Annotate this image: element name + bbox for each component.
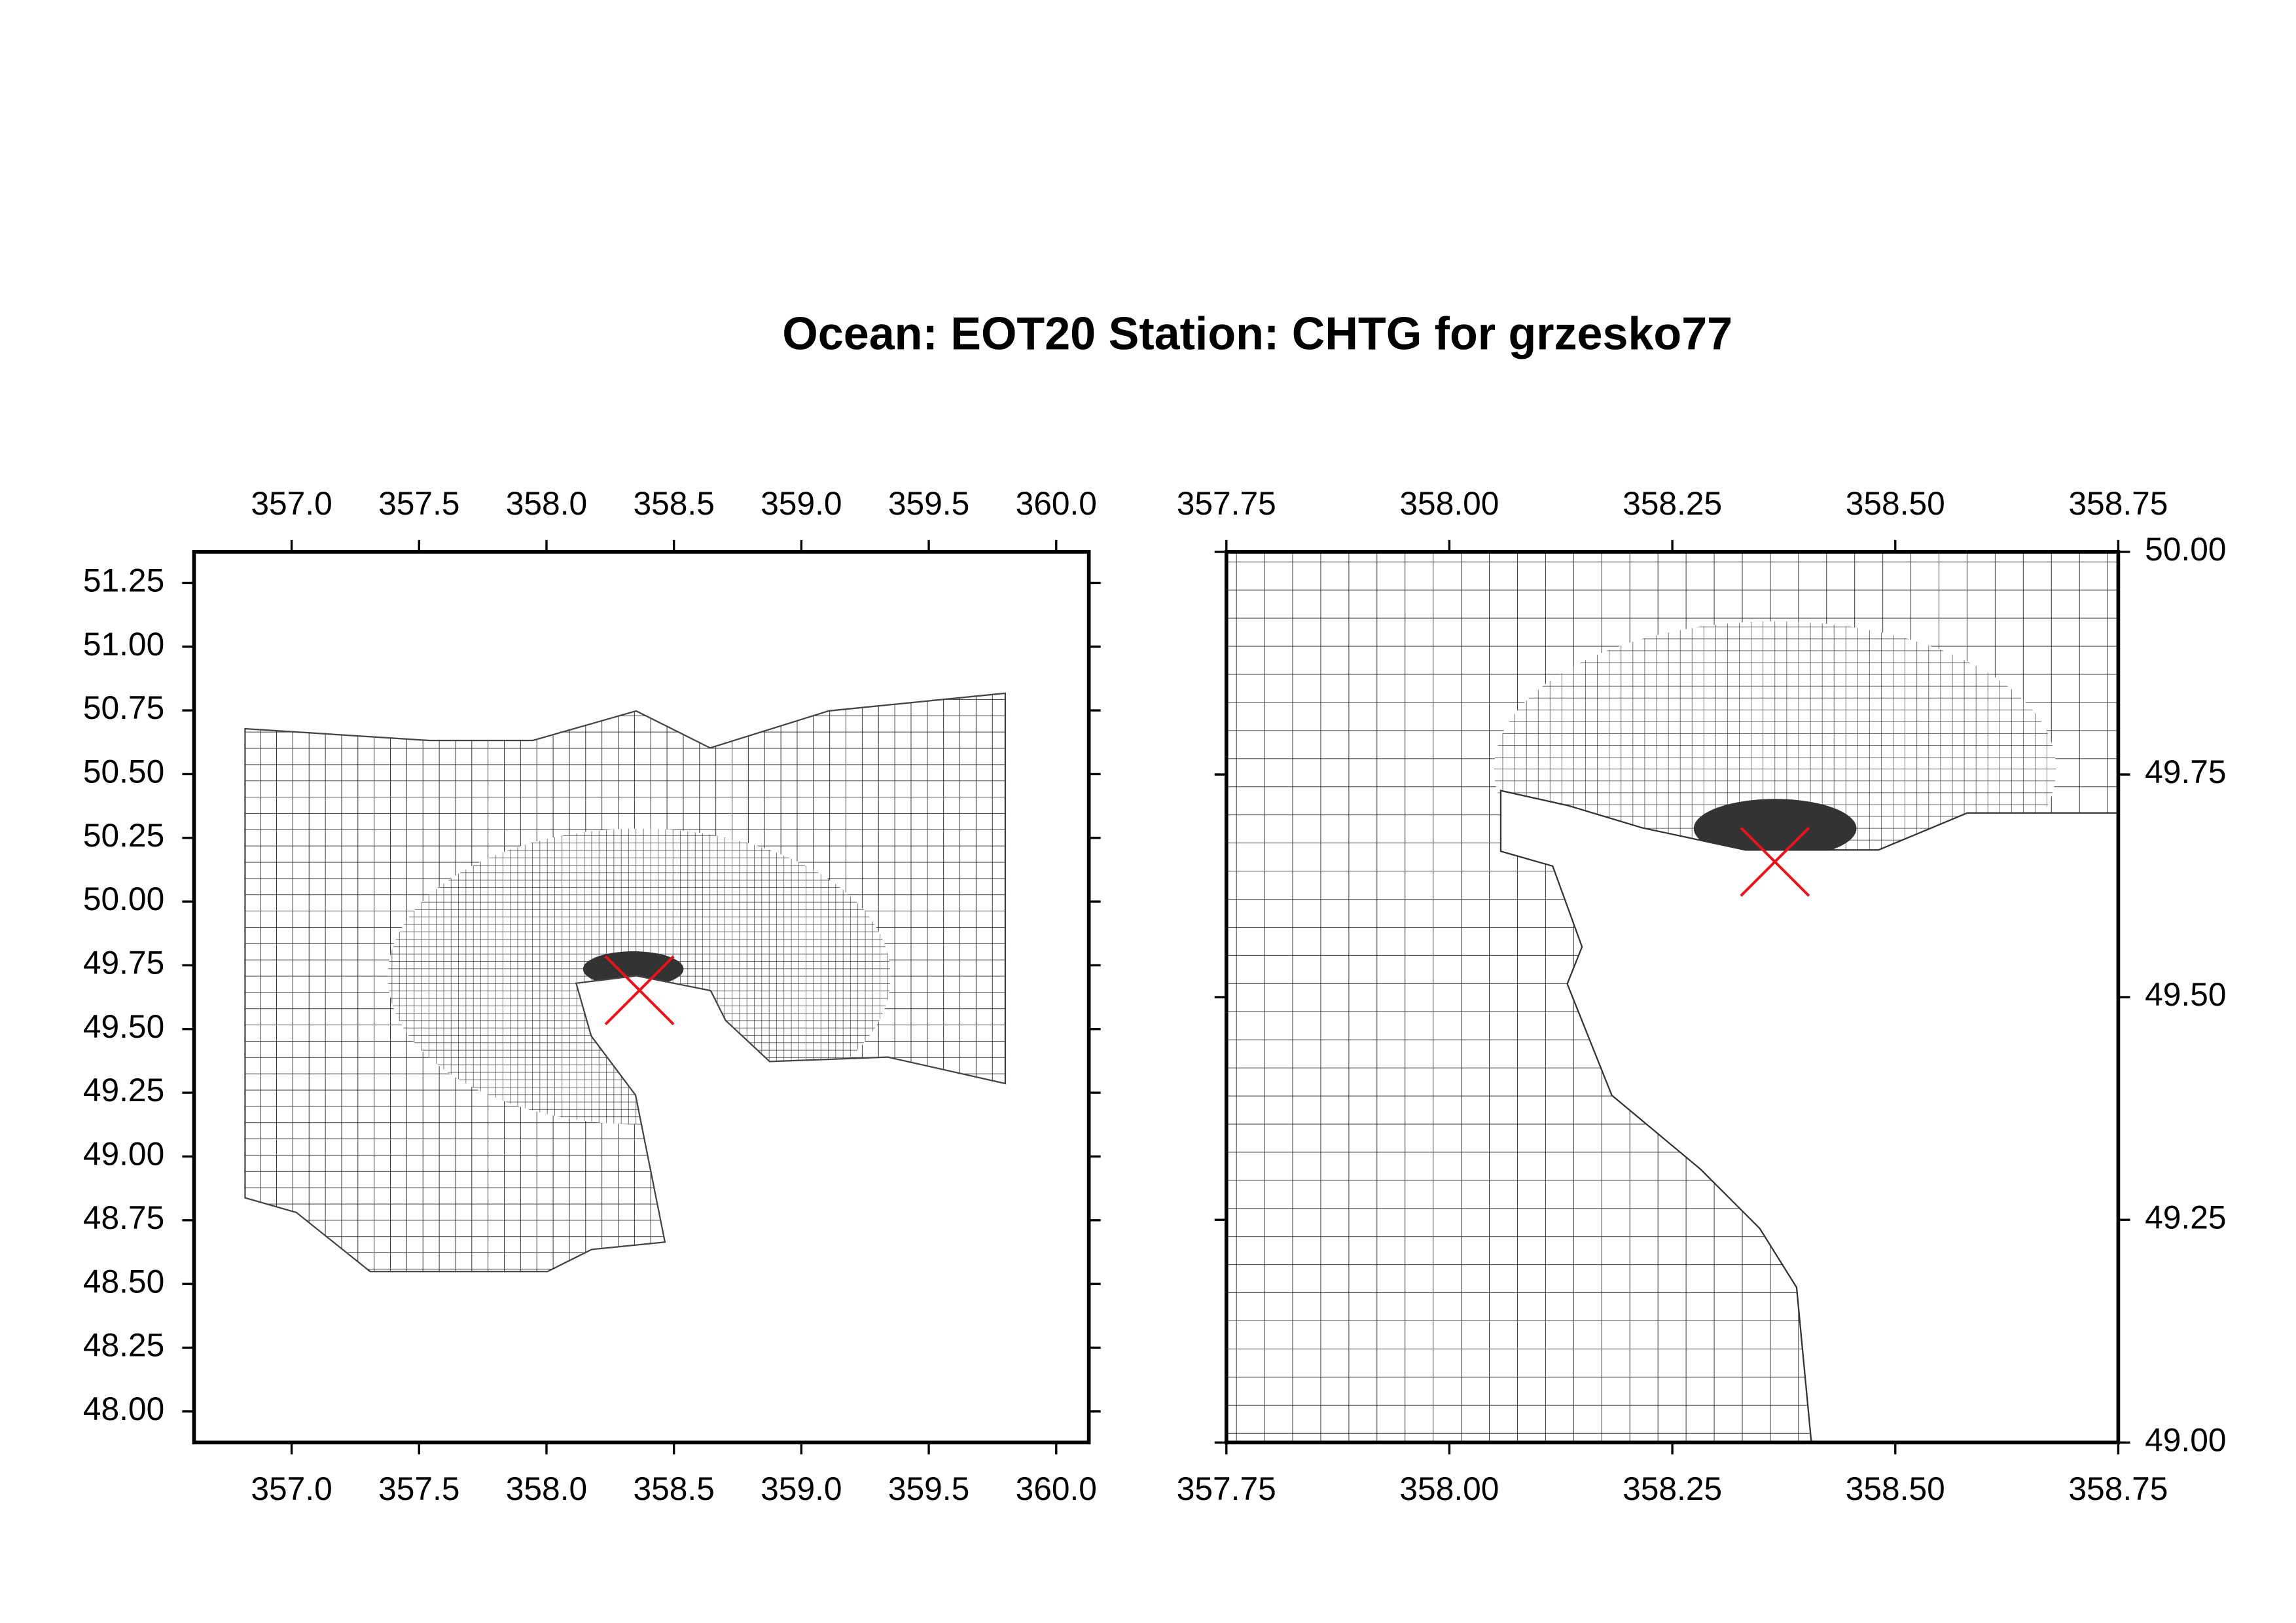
- marker-stroke: [604, 955, 675, 1026]
- x-tick-label: 359.5: [888, 1470, 969, 1507]
- y-tick-label: 48.25: [83, 1327, 164, 1364]
- mesh: [1226, 551, 2119, 1443]
- y-tick-label: 49.75: [2145, 754, 2226, 790]
- y-tick-label: 48.75: [83, 1199, 164, 1236]
- y-tick-label: 50.75: [83, 689, 164, 726]
- x-tick-label: 357.5: [378, 485, 459, 522]
- x-tick-label: 358.0: [506, 485, 587, 522]
- x-tick-label: 358.50: [1846, 1470, 1945, 1507]
- y-tick-label: 50.00: [2145, 531, 2226, 568]
- y-tick-label: 49.50: [2145, 976, 2226, 1013]
- x-tick-label: 358.75: [2068, 485, 2168, 522]
- x-tick-label: 360.0: [1016, 1470, 1097, 1507]
- y-tick-label: 49.50: [83, 1008, 164, 1045]
- y-tick-label: 51.00: [83, 626, 164, 663]
- x-tick-label: 357.5: [378, 1470, 459, 1507]
- marker-stroke: [1740, 826, 1810, 897]
- y-tick-label: 50.50: [83, 754, 164, 790]
- y-tick-label: 50.25: [83, 817, 164, 854]
- plot-frame: [192, 550, 1091, 1445]
- x-tick-label: 359.5: [888, 485, 969, 522]
- y-tick-label: 49.25: [83, 1072, 164, 1108]
- x-tick-label: 358.5: [633, 485, 714, 522]
- title: Ocean: EOT20 Station: CHTG for grzesko77: [782, 308, 1732, 359]
- x-tick-label: 359.0: [761, 485, 842, 522]
- y-tick-label: 50.00: [83, 881, 164, 917]
- y-tick-label: 51.25: [83, 562, 164, 599]
- x-tick-label: 358.75: [2068, 1470, 2168, 1507]
- x-tick-label: 358.25: [1623, 1470, 1722, 1507]
- mesh: [244, 692, 1007, 1273]
- x-tick-label: 358.00: [1399, 1470, 1499, 1507]
- x-tick-label: 358.00: [1399, 485, 1499, 522]
- x-tick-label: 357.75: [1177, 485, 1276, 522]
- y-tick-label: 49.25: [2145, 1199, 2226, 1235]
- station-marker: [604, 955, 675, 1026]
- x-tick-label: 359.0: [761, 1470, 842, 1507]
- x-tick-label: 360.0: [1016, 485, 1097, 522]
- station-marker: [1740, 826, 1810, 897]
- x-tick-label: 357.0: [251, 1470, 332, 1507]
- x-tick-label: 358.25: [1623, 485, 1722, 522]
- y-tick-label: 49.00: [83, 1136, 164, 1173]
- y-tick-label: 48.00: [83, 1391, 164, 1427]
- y-tick-label: 49.00: [2145, 1421, 2226, 1458]
- x-tick-label: 358.0: [506, 1470, 587, 1507]
- x-tick-label: 357.0: [251, 485, 332, 522]
- y-tick-label: 48.50: [83, 1263, 164, 1300]
- x-tick-label: 358.50: [1846, 485, 1945, 522]
- x-tick-label: 357.75: [1177, 1470, 1276, 1507]
- y-tick-label: 49.75: [83, 945, 164, 981]
- x-tick-label: 358.5: [633, 1470, 714, 1507]
